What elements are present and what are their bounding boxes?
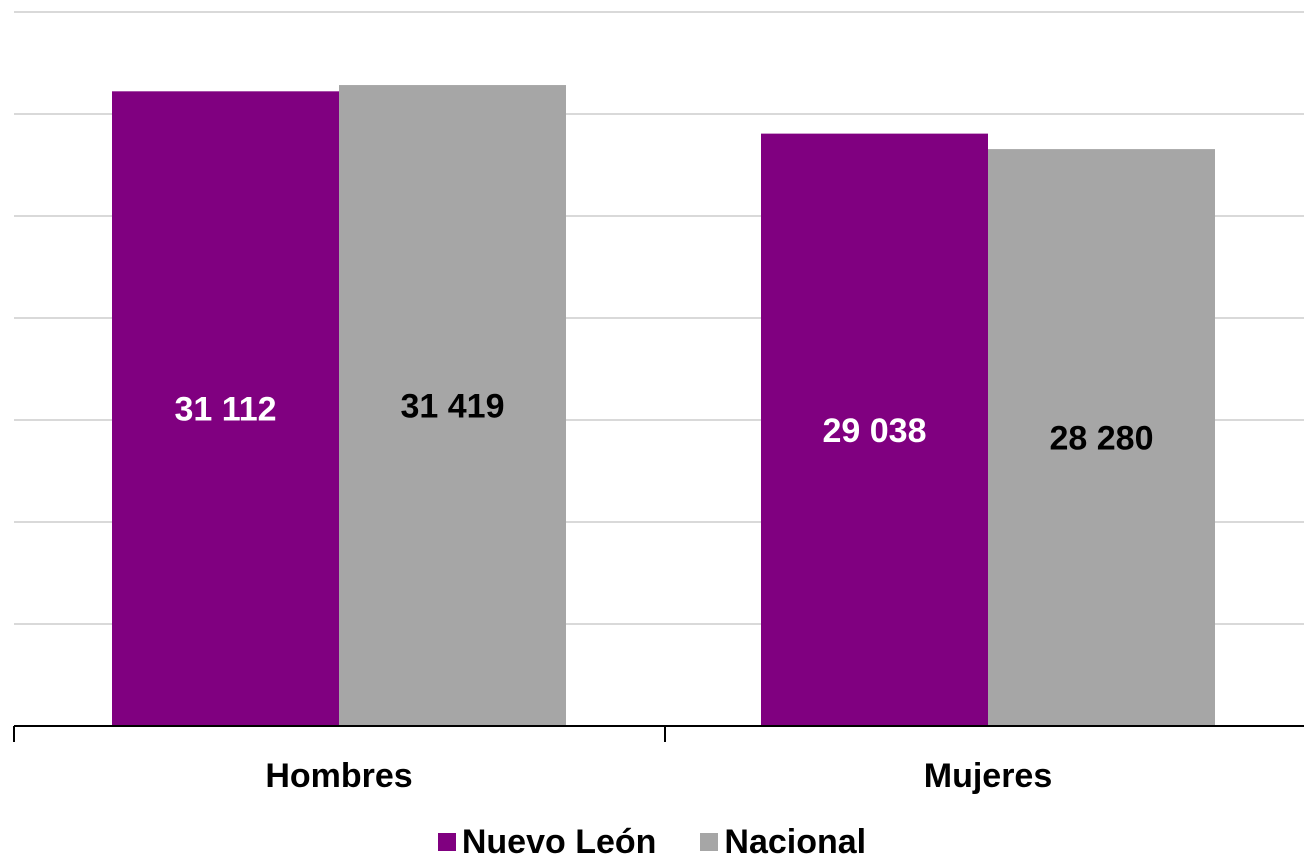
bar-nuevo-leon-hombres (112, 91, 339, 727)
legend-item-nacional: Nacional (700, 822, 866, 862)
data-label-nuevo-leon-mujeres: 29 038 (823, 412, 927, 450)
bar-chart: Hombres Mujeres 31 112 31 419 29 038 28 280 (13, 11, 1304, 795)
legend: Nuevo León Nacional (0, 822, 1304, 862)
data-label-nacional-mujeres: 28 280 (1050, 420, 1154, 458)
data-label-nacional-hombres: 31 419 (401, 388, 505, 426)
data-labels: 31 112 31 419 29 038 28 280 (174, 388, 1153, 458)
bar-nacional-hombres (339, 85, 566, 727)
legend-swatch-nacional (700, 833, 719, 851)
x-tick-label-mujeres: Mujeres (924, 757, 1053, 795)
x-tick-label-hombres: Hombres (265, 757, 412, 795)
legend-swatch-nuevo-leon (437, 833, 456, 851)
bar-nacional-mujeres (988, 149, 1215, 726)
bar-nuevo-leon-mujeres (761, 133, 988, 726)
legend-item-nuevo-leon: Nuevo León (437, 822, 657, 862)
legend-label-nacional: Nacional (724, 823, 867, 861)
legend-label-nuevo-leon: Nuevo León (461, 823, 657, 861)
data-label-nuevo-leon-hombres: 31 112 (174, 391, 276, 429)
bars (112, 85, 1215, 727)
x-axis: Hombres Mujeres (13, 725, 1304, 795)
